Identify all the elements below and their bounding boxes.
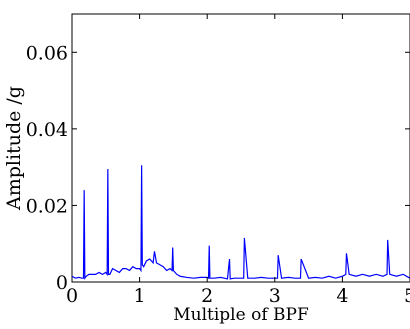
x-tick-label-2: 2	[201, 285, 213, 307]
x-axis-label: Multiple of BPF	[173, 305, 309, 324]
x-tick-label-1: 1	[134, 285, 146, 307]
plot-area	[71, 13, 410, 283]
plot-frame	[71, 13, 410, 283]
y-tick-label-0: 0	[56, 272, 68, 294]
x-tick-label-5: 5	[404, 285, 410, 307]
y-tick-label-3: 0.06	[26, 42, 68, 64]
y-tick-label-1: 0.02	[26, 195, 68, 217]
x-tick-label-3: 3	[269, 285, 281, 307]
series-layer	[71, 165, 410, 281]
y-tick-label-2: 0.04	[26, 119, 68, 141]
series-line-0	[71, 165, 410, 281]
x-tick-label-0: 0	[66, 285, 78, 307]
ticks-layer	[71, 14, 410, 283]
y-axis-label: Amplitude /g	[3, 86, 25, 211]
x-tick-label-4: 4	[336, 285, 348, 307]
